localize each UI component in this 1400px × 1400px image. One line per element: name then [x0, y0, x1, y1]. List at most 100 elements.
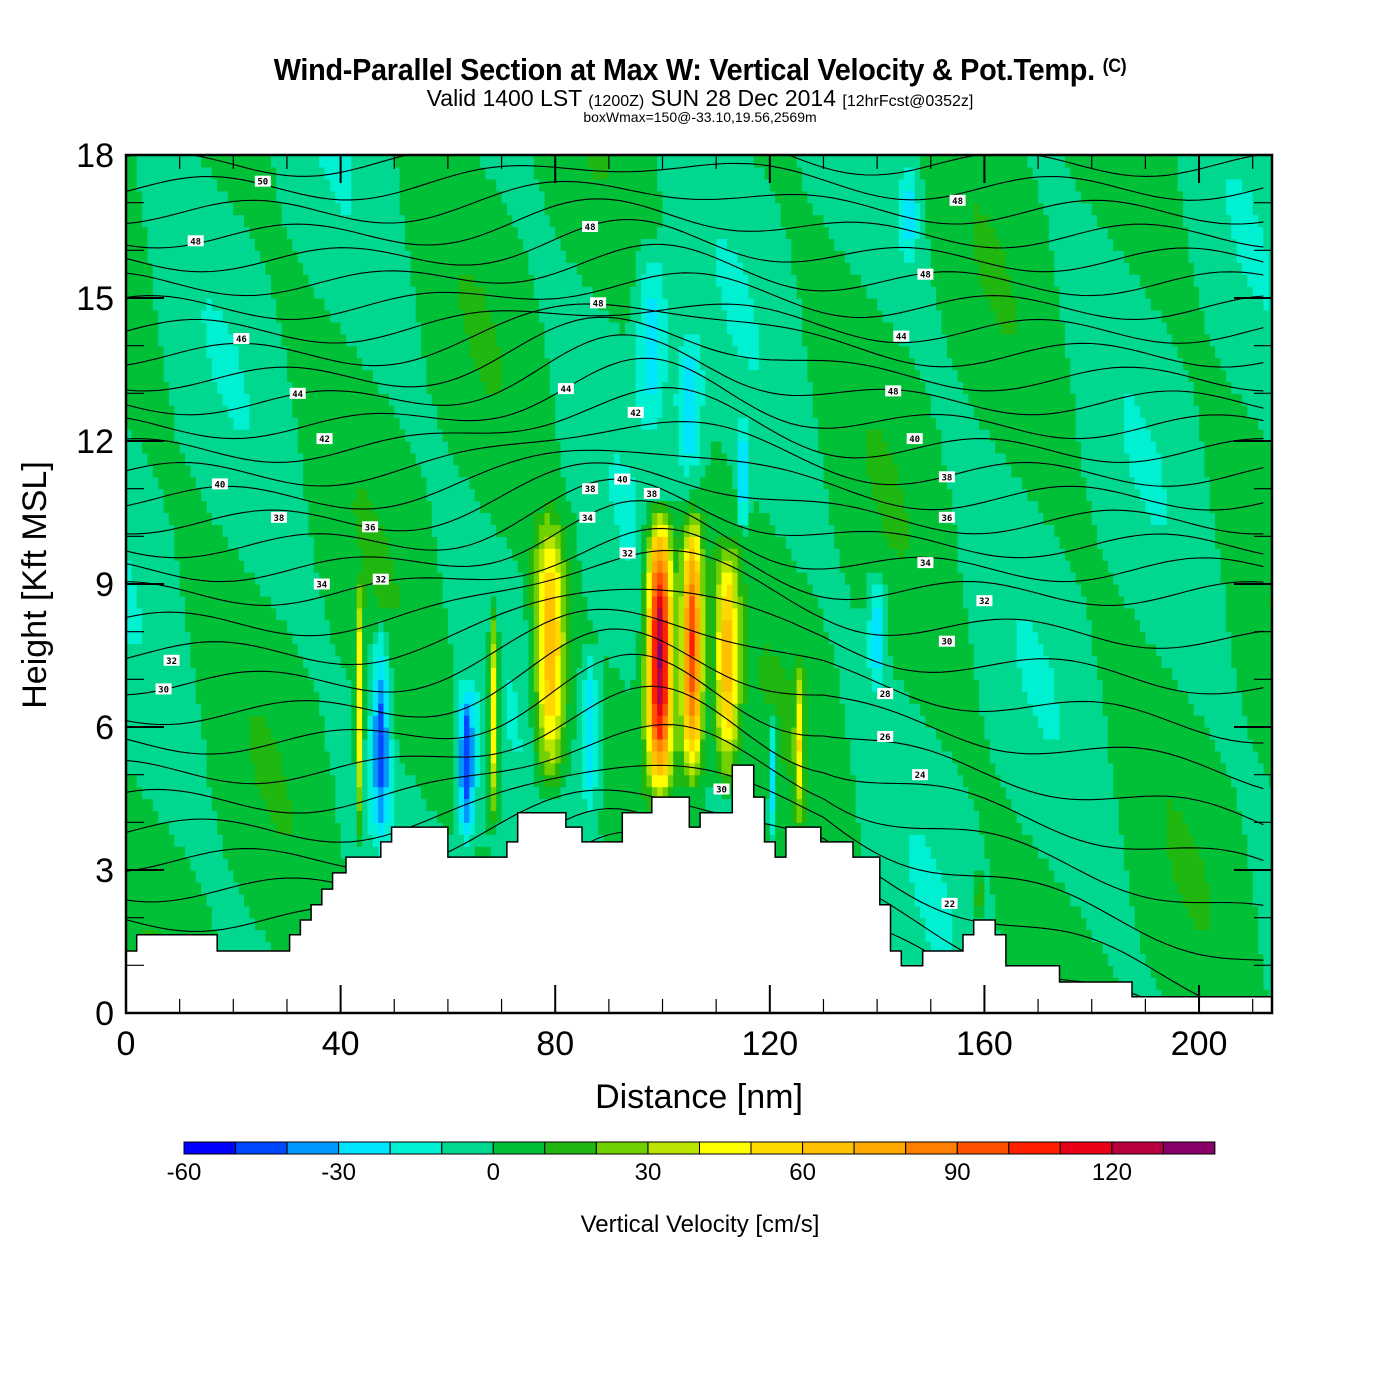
w-cell	[372, 822, 379, 847]
w-cell	[249, 715, 256, 764]
w-cell	[678, 548, 685, 597]
w-cell	[539, 548, 546, 573]
w-cell	[764, 822, 771, 859]
w-cell	[1022, 691, 1028, 835]
w-cell	[292, 643, 299, 978]
w-cell	[1043, 858, 1050, 1013]
w-cell	[1177, 190, 1184, 359]
w-cell	[1145, 965, 1152, 1013]
w-cell	[1252, 214, 1259, 299]
w-cell	[1054, 703, 1061, 740]
w-cell	[313, 691, 320, 1013]
w-cell	[646, 298, 653, 394]
w-cell	[694, 560, 701, 573]
colorbar-bin	[338, 1141, 391, 1155]
x-tick-label: 120	[741, 1025, 798, 1063]
w-cell	[1140, 500, 1146, 633]
w-cell	[549, 393, 556, 502]
w-cell	[474, 691, 481, 788]
contour-label-box	[877, 688, 894, 700]
w-cell	[442, 155, 449, 442]
w-cell	[1064, 560, 1071, 895]
w-cell	[882, 321, 889, 442]
contour-label-text: 32	[622, 550, 633, 560]
w-cell	[490, 595, 497, 609]
w-cell	[587, 655, 594, 680]
chart-title-text: Wind-Parallel Section at Max W: Vertical…	[273, 52, 1095, 87]
w-cell	[898, 250, 905, 347]
w-cell	[1118, 834, 1125, 990]
w-cell	[689, 452, 696, 466]
w-cell	[308, 286, 315, 537]
w-cell	[1054, 286, 1061, 537]
w-cell	[539, 727, 546, 764]
w-cell	[474, 369, 481, 502]
w-cell	[201, 500, 208, 740]
w-cell	[1145, 512, 1152, 645]
w-cell	[700, 548, 707, 597]
w-cell	[732, 738, 739, 752]
w-cell	[249, 762, 256, 919]
colorbar-bin	[1162, 1141, 1216, 1155]
w-cell	[297, 452, 304, 657]
w-cell	[694, 524, 701, 537]
w-cell	[297, 655, 304, 990]
w-cell	[415, 464, 422, 788]
w-cell	[796, 798, 803, 823]
w-cell	[1263, 774, 1270, 990]
w-cell	[662, 750, 669, 764]
w-cell	[877, 667, 884, 692]
w-cell	[646, 786, 653, 811]
w-cell	[533, 178, 540, 299]
colorbar-bin	[492, 1141, 546, 1155]
w-cell	[206, 155, 213, 168]
w-cell	[662, 524, 669, 537]
w-cell	[324, 619, 331, 752]
w-cell	[1059, 321, 1066, 549]
w-cell	[946, 488, 953, 752]
w-cell	[190, 155, 197, 478]
w-cell	[630, 155, 637, 287]
w-cell	[861, 607, 867, 859]
w-cell	[1145, 155, 1152, 299]
colorbar-bin	[956, 1141, 1010, 1155]
w-cell	[126, 643, 132, 776]
w-cell	[850, 274, 857, 609]
w-cell	[351, 500, 358, 514]
theta-contour-line	[126, 272, 1264, 320]
w-cell	[378, 786, 385, 823]
w-cell	[646, 393, 653, 430]
w-cell	[249, 572, 256, 716]
w-cell	[871, 572, 878, 585]
w-cell	[501, 536, 508, 883]
w-cell	[1064, 893, 1071, 1013]
w-cell	[533, 691, 540, 752]
w-cell	[131, 643, 138, 776]
contour-label: 38	[582, 483, 599, 495]
w-cell	[480, 512, 487, 847]
w-cell	[217, 190, 224, 311]
w-cell	[1005, 333, 1012, 466]
w-cell	[1188, 262, 1195, 383]
w-cell	[973, 893, 980, 907]
w-cell	[700, 405, 707, 478]
w-cell	[694, 333, 701, 466]
w-cell	[871, 607, 878, 668]
w-cell	[211, 381, 218, 525]
w-cell	[743, 524, 749, 537]
w-cell	[871, 667, 878, 692]
w-cell	[1242, 715, 1248, 835]
w-cell	[979, 905, 986, 919]
w-cell	[898, 679, 905, 1013]
w-cell	[802, 572, 808, 668]
w-cell	[549, 572, 556, 597]
w-cell	[995, 321, 1002, 454]
w-cell	[1258, 226, 1265, 299]
w-cell	[689, 655, 696, 692]
w-cell	[1129, 607, 1136, 907]
w-cell	[721, 452, 728, 537]
w-cell	[1225, 381, 1232, 633]
w-cell	[319, 715, 326, 1013]
w-cell	[227, 202, 234, 335]
w-cell	[871, 584, 878, 609]
